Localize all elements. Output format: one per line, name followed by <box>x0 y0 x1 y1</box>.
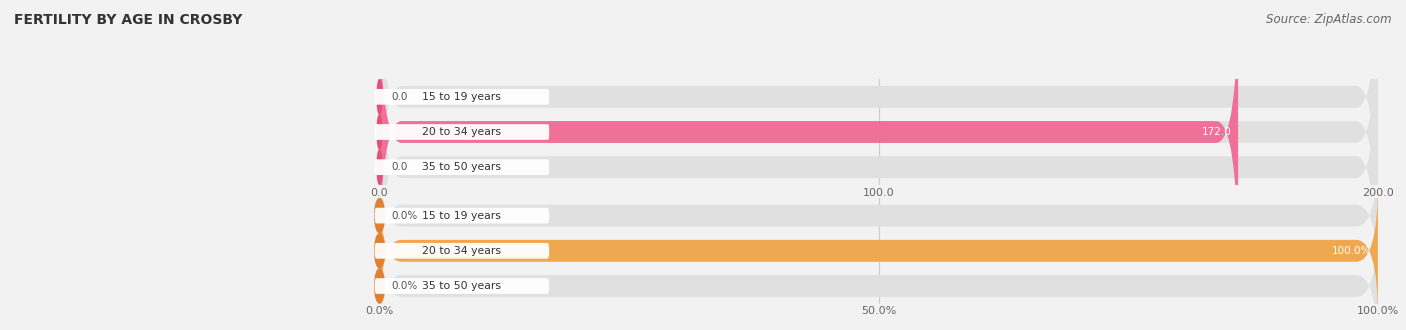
FancyBboxPatch shape <box>374 89 550 105</box>
Circle shape <box>374 269 384 303</box>
Circle shape <box>374 234 384 268</box>
Text: FERTILITY BY AGE IN CROSBY: FERTILITY BY AGE IN CROSBY <box>14 13 242 27</box>
FancyBboxPatch shape <box>380 0 1378 276</box>
Text: 35 to 50 years: 35 to 50 years <box>422 162 502 172</box>
Text: 15 to 19 years: 15 to 19 years <box>422 211 502 220</box>
Text: 20 to 34 years: 20 to 34 years <box>422 246 502 256</box>
FancyBboxPatch shape <box>374 124 550 140</box>
Text: 0.0%: 0.0% <box>391 211 418 220</box>
Text: 0.0: 0.0 <box>391 162 408 172</box>
FancyBboxPatch shape <box>374 208 550 223</box>
Text: 20 to 34 years: 20 to 34 years <box>422 127 502 137</box>
FancyBboxPatch shape <box>380 0 1239 276</box>
Text: Source: ZipAtlas.com: Source: ZipAtlas.com <box>1267 13 1392 26</box>
FancyBboxPatch shape <box>380 184 1378 317</box>
Circle shape <box>377 115 382 149</box>
Text: 0.0%: 0.0% <box>391 281 418 291</box>
Text: 172.0: 172.0 <box>1201 127 1232 137</box>
Text: 35 to 50 years: 35 to 50 years <box>422 281 502 291</box>
Text: 100.0%: 100.0% <box>1331 246 1371 256</box>
Circle shape <box>377 80 382 114</box>
Circle shape <box>377 150 382 184</box>
FancyBboxPatch shape <box>380 149 1378 282</box>
FancyBboxPatch shape <box>374 159 550 175</box>
FancyBboxPatch shape <box>380 219 1378 330</box>
FancyBboxPatch shape <box>380 0 1378 241</box>
Text: 15 to 19 years: 15 to 19 years <box>422 92 502 102</box>
FancyBboxPatch shape <box>380 184 1378 317</box>
FancyBboxPatch shape <box>374 243 550 259</box>
Text: 0.0: 0.0 <box>391 92 408 102</box>
FancyBboxPatch shape <box>380 23 1378 311</box>
FancyBboxPatch shape <box>374 278 550 294</box>
Circle shape <box>374 199 384 233</box>
